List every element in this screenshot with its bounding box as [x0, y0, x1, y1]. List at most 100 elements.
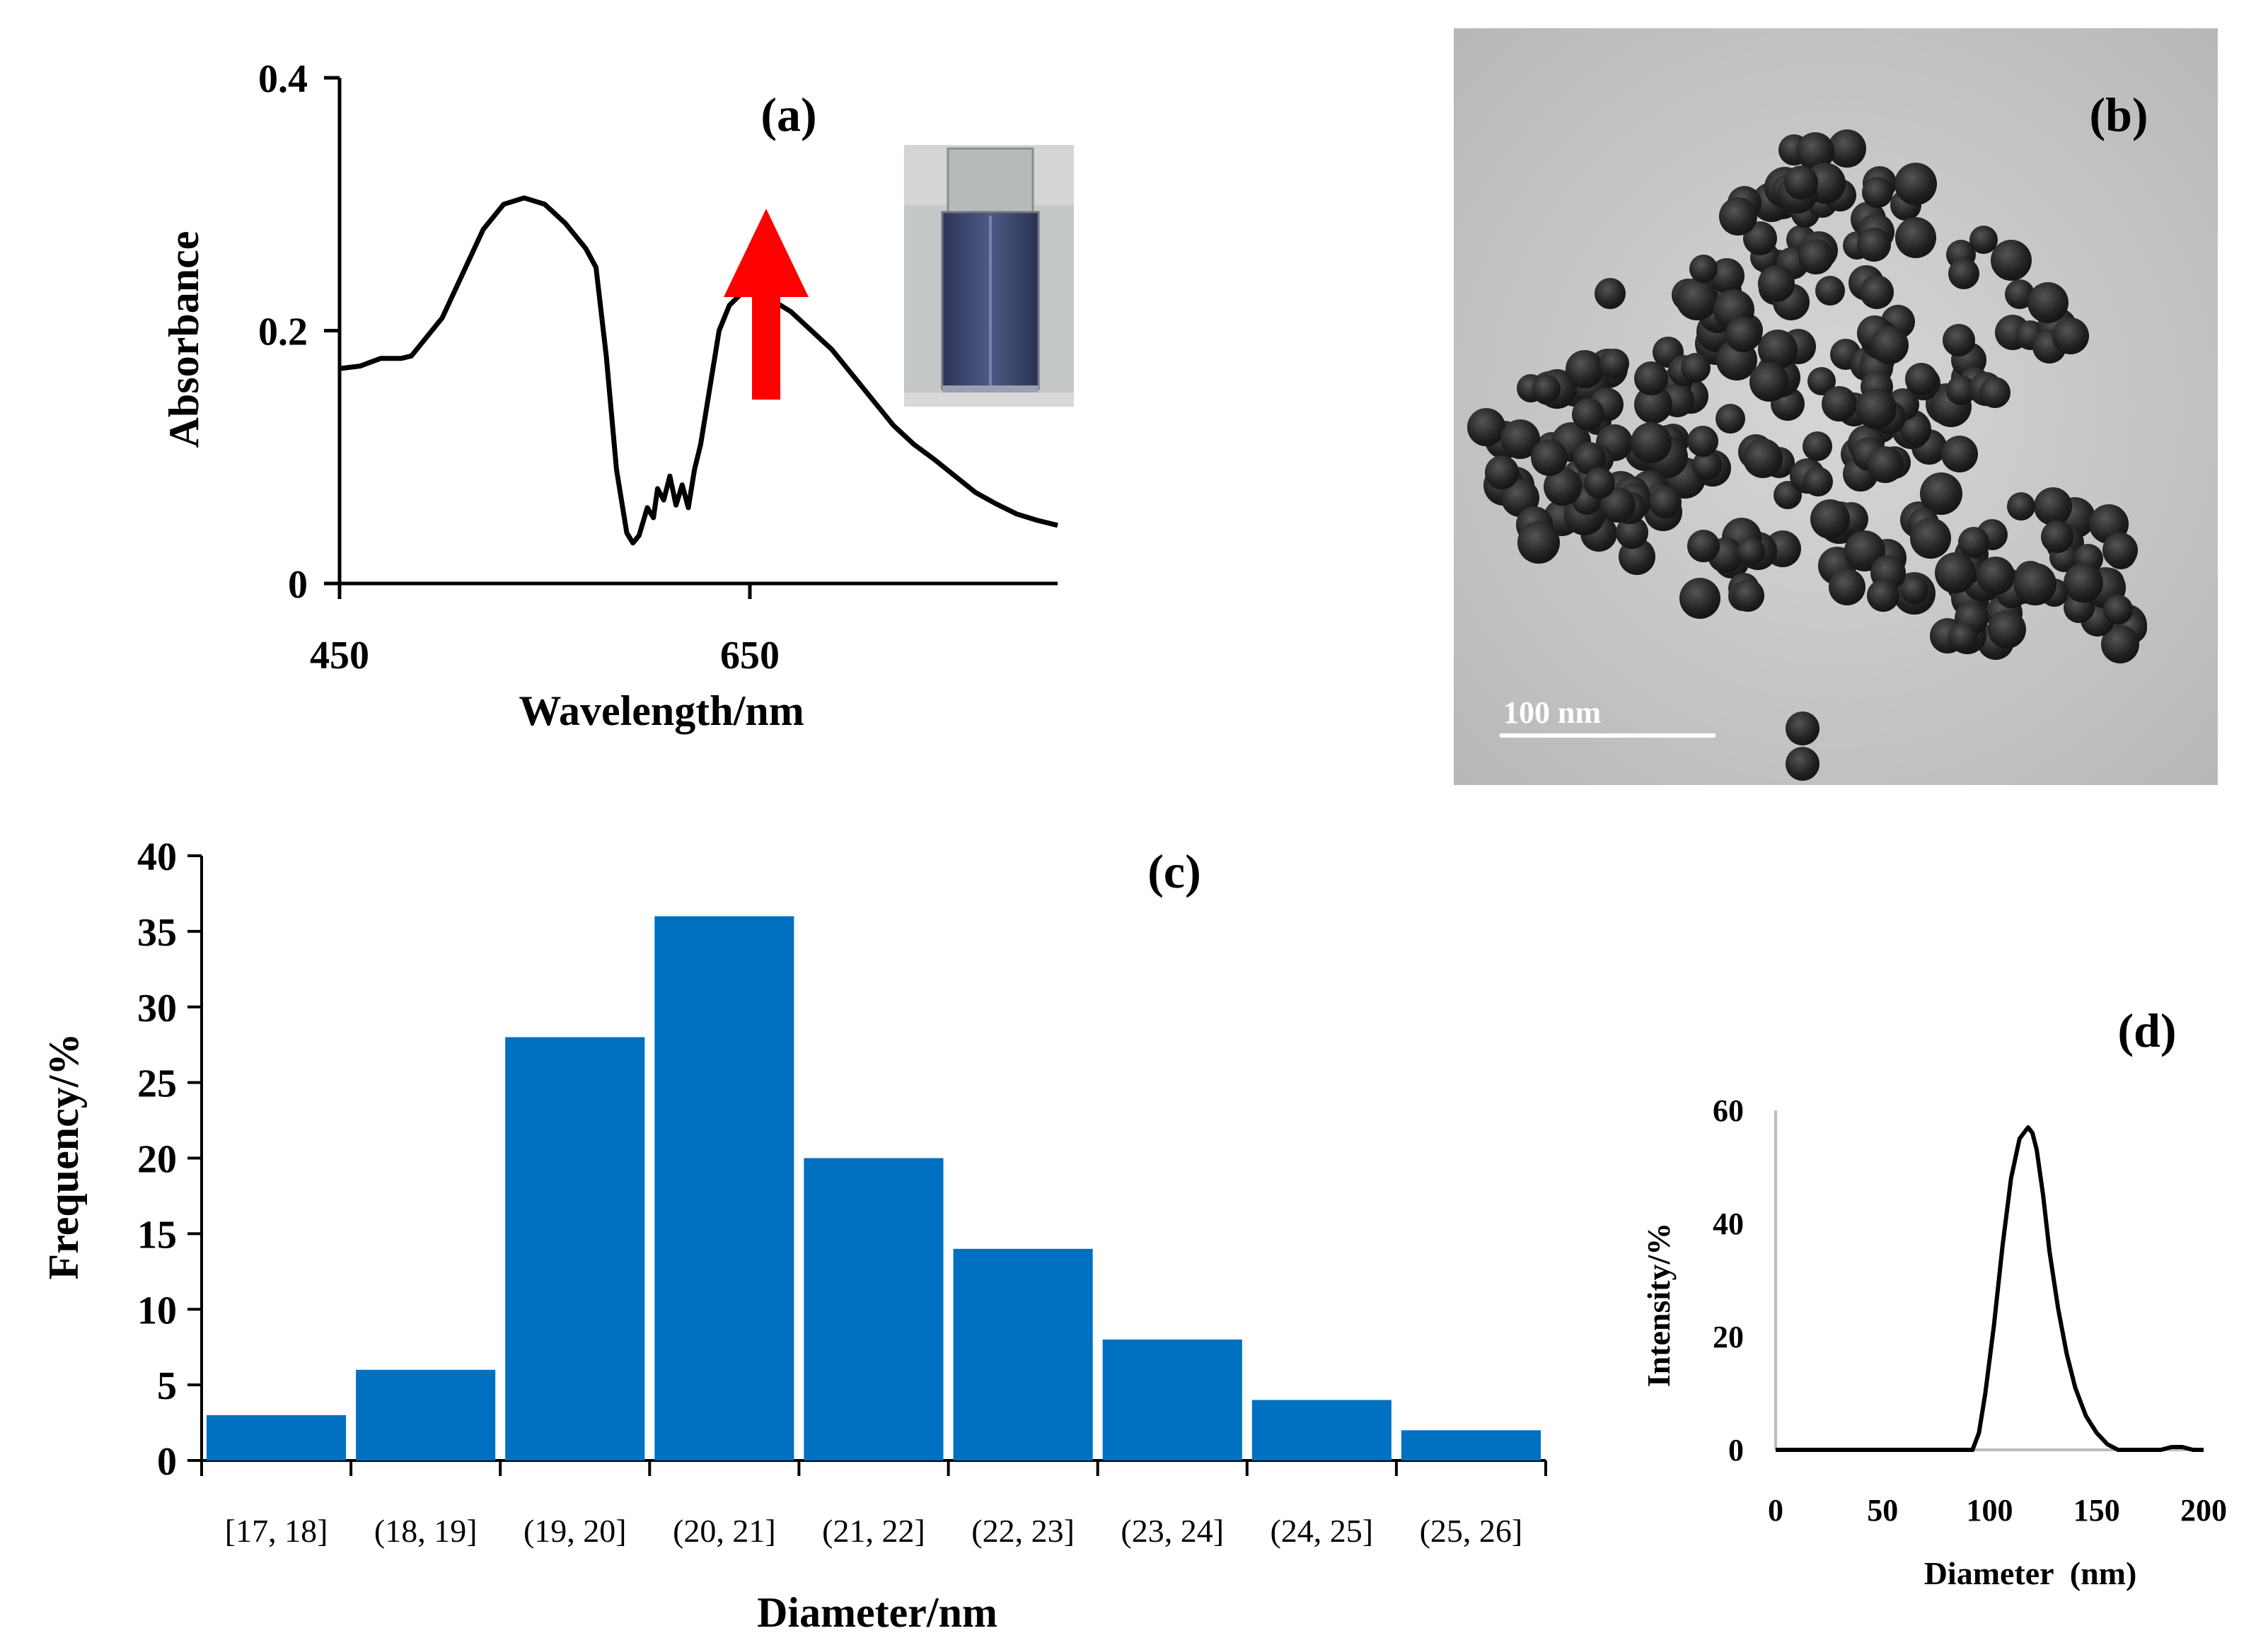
panel-d-ytick-label: 0 [1728, 1433, 1744, 1468]
nanoparticle [2064, 563, 2103, 603]
panel-d-x-axis-title: Diameter (nm) [1924, 1555, 2137, 1591]
nanoparticle [1867, 446, 1904, 483]
histogram-bar [356, 1369, 496, 1461]
panel-a-xtick-label: 450 [310, 634, 369, 678]
panel-c-xtick-label: (18, 19] [374, 1513, 478, 1549]
nanoparticle [1988, 610, 2026, 649]
panel-a-ytick-label: 0 [288, 563, 308, 607]
panel-d-xtick-label: 50 [1867, 1493, 1898, 1528]
nanoparticle [1716, 404, 1745, 434]
nanoparticle [1749, 362, 1789, 402]
nanoparticle [1467, 408, 1505, 446]
panel-c-ytick-label: 20 [137, 1138, 177, 1182]
panel-a-xtick-label: 650 [720, 634, 780, 678]
panel-a-ytick-label: 0.4 [258, 57, 308, 101]
nanoparticle [1803, 431, 1832, 461]
nanoparticle [1572, 398, 1604, 431]
nanoparticle [1634, 385, 1672, 424]
panel-c-ytick-label: 40 [137, 835, 177, 879]
nanoparticle [1941, 436, 1978, 472]
nanoparticle [1822, 386, 1857, 422]
nanoparticle [1758, 330, 1798, 369]
nanoparticle [1566, 350, 1604, 388]
panel-c-ytick-label: 0 [157, 1440, 177, 1484]
nanoparticle [1689, 255, 1718, 283]
nanoparticle [1517, 521, 1560, 564]
panel-c-bars [207, 916, 1541, 1461]
histogram-bar [1251, 1400, 1392, 1460]
vial-photo-inset [904, 145, 1074, 407]
panel-a-y-axis-title: Absorbance [161, 231, 207, 448]
nanoparticle [1828, 129, 1866, 168]
nanoparticle [1531, 439, 1568, 476]
nanoparticle [2041, 521, 2073, 553]
nanoparticle [1600, 487, 1636, 523]
panel-c-xtick-label: (23, 24] [1121, 1513, 1224, 1549]
nanoparticle [1958, 527, 1989, 558]
panel-d-ticks: 0 20 40 60 0 50 100 150 200 [1713, 1093, 2227, 1528]
nanoparticle [1991, 240, 2032, 281]
nanoparticle [1807, 367, 1836, 395]
panel-c-x-axis-title: Diameter/nm [757, 1589, 997, 1636]
nanoparticle [2103, 595, 2133, 624]
nanoparticle [1867, 579, 1899, 612]
nanoparticle [1977, 557, 2015, 595]
panel-label-c: (c) [1147, 844, 1200, 898]
histogram-bar [1401, 1430, 1541, 1461]
nanoparticle [1786, 711, 1819, 745]
panel-d-ytick-label: 40 [1713, 1207, 1744, 1241]
nanoparticle [1803, 467, 1833, 496]
panel-c-xtick-label: (22, 23] [971, 1513, 1075, 1549]
nanoparticle [2052, 318, 2089, 354]
nanoparticle [1595, 278, 1626, 309]
nanoparticle [1732, 579, 1764, 612]
panel-d-ytick-label: 60 [1713, 1093, 1744, 1128]
nanoparticle [1862, 177, 1893, 208]
panel-b-tem-image: 100 nm (b) [1454, 28, 2218, 785]
nanoparticle [1895, 217, 1936, 258]
nanoparticle [2005, 279, 2035, 309]
nanoparticle [1631, 422, 1672, 463]
panel-d-dls-chart: 0 20 40 60 0 50 100 150 200 Intensity/% Diameter… [1641, 1004, 2227, 1591]
nanoparticle [1679, 578, 1720, 619]
red-arrow-icon [724, 209, 809, 400]
panel-d-xtick-label: 0 [1768, 1493, 1783, 1528]
nanoparticle [1784, 165, 1818, 199]
nanoparticle [1910, 518, 1951, 559]
nanoparticle [1725, 317, 1761, 352]
panel-c-xtick-label: (21, 22] [822, 1513, 925, 1549]
nanoparticle [1798, 239, 1834, 274]
panel-c-xtick-label: (19, 20] [523, 1513, 627, 1549]
histogram-bar [953, 1248, 1093, 1461]
nanoparticle [1829, 569, 1865, 605]
panel-c-ytick-label: 25 [137, 1062, 177, 1106]
nanoparticle [1900, 576, 1928, 604]
dls-intensity-line [1776, 1125, 2204, 1452]
nanoparticle [1969, 226, 1998, 254]
nanoparticle [2034, 487, 2072, 525]
panel-label-d: (d) [2117, 1004, 2176, 1057]
nanoparticle [2014, 563, 2056, 605]
panel-c-ytick-label: 30 [137, 987, 177, 1030]
nanoparticle [1485, 455, 1519, 489]
nanoparticle [1946, 376, 1976, 405]
absorbance-spectrum-line [339, 195, 1058, 546]
panel-label-b: (b) [2089, 88, 2148, 141]
nanoparticle [1948, 622, 1978, 652]
panel-c-xtick-label: (25, 26] [1420, 1513, 1523, 1549]
panel-c-y-axis-title: Frequency/% [40, 1033, 87, 1280]
nanoparticle [1532, 375, 1561, 403]
nanoparticle [1870, 326, 1909, 364]
nanoparticle [1758, 265, 1795, 302]
panel-c-xtick-label: [17, 18] [225, 1513, 328, 1549]
nanoparticle [1687, 530, 1720, 562]
panel-d-xtick-label: 200 [2180, 1493, 2227, 1528]
nanoparticle [1948, 258, 1979, 289]
nanoparticle [1979, 377, 2010, 408]
nanoparticle [2027, 282, 2069, 323]
nanoparticle [2102, 533, 2138, 568]
nanoparticle [1857, 228, 1891, 262]
nanoparticle [1899, 414, 1931, 445]
nanoparticle [1935, 552, 1976, 593]
panel-a-ticks: 0 0.2 0.4 450 650 [258, 57, 780, 678]
